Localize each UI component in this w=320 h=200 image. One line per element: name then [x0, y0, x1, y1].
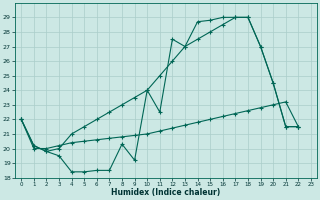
X-axis label: Humidex (Indice chaleur): Humidex (Indice chaleur)	[111, 188, 221, 197]
